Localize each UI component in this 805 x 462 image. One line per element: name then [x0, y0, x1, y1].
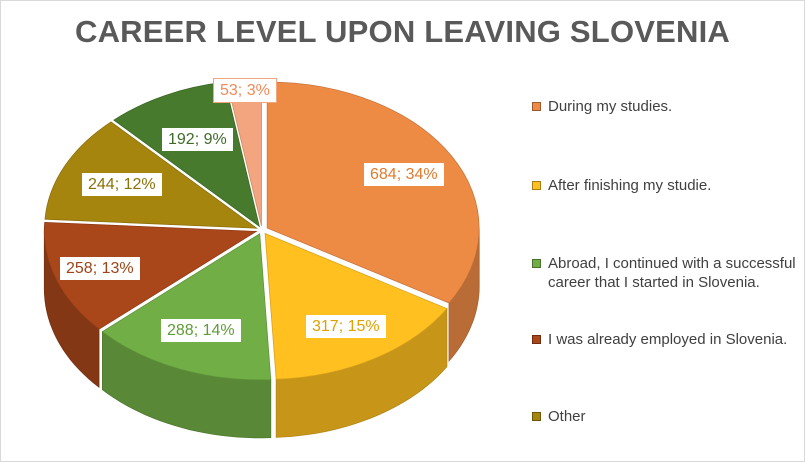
legend-swatch-1: [532, 102, 541, 111]
legend-label-4: I was already employed in Slovenia.: [548, 331, 788, 348]
data-label-7: 53; 3%: [213, 78, 277, 103]
pie-slice-2: [264, 232, 448, 380]
legend-item-3: Abroad, I continued with a successful ca…: [532, 254, 797, 292]
legend-label-3: Abroad, I continued with a successful ca…: [548, 255, 796, 291]
legend-label-5: Other: [548, 408, 586, 425]
pie-slices: [43, 79, 480, 381]
legend-item-1: During my studies.: [532, 97, 797, 116]
legend-item-2: After finishing my studie.: [532, 176, 797, 195]
data-label-4: 258; 13%: [59, 256, 141, 281]
legend-label-2: After finishing my studie.: [548, 177, 712, 194]
legend-swatch-3: [532, 259, 541, 268]
pie-slice-3: [101, 233, 272, 381]
data-label-2: 317; 15%: [305, 314, 387, 339]
data-label-3: 288; 14%: [160, 318, 242, 343]
data-label-1: 684; 34%: [363, 162, 445, 187]
legend-swatch-4: [532, 335, 541, 344]
legend-swatch-2: [532, 181, 541, 190]
pie-slice-1: [266, 81, 480, 304]
data-label-6: 192; 9%: [161, 127, 234, 152]
legend-item-5: Other: [532, 407, 797, 426]
chart-title: CAREER LEVEL UPON LEAVING SLOVENIA: [74, 14, 730, 49]
legend-label-1: During my studies.: [548, 98, 673, 115]
legend-item-4: I was already employed in Slovenia.: [532, 330, 797, 349]
data-label-5: 244; 12%: [81, 172, 163, 197]
legend-swatch-5: [532, 412, 541, 421]
pie-slice-4: [43, 221, 258, 330]
